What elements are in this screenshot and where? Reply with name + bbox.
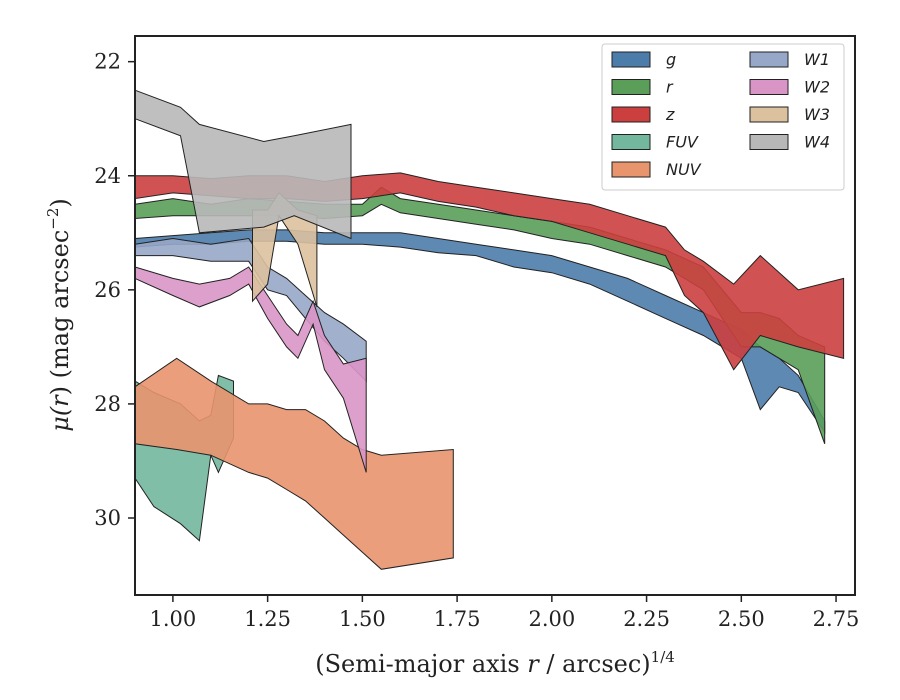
y-tick-label: 28	[94, 392, 121, 416]
band-w2	[134, 266, 367, 473]
y-tick-label: 26	[94, 278, 121, 302]
x-axis-label-post: / arcsec)	[539, 650, 651, 678]
legend-label-w3: W3	[804, 105, 830, 124]
legend-label-w1: W1	[804, 50, 830, 69]
legend-label-w2: W2	[804, 78, 830, 97]
y-axis-ticks: 22 24 26 28 30	[94, 50, 135, 530]
x-tick-label: 2.75	[813, 607, 860, 631]
x-tick-label: 2.25	[623, 607, 670, 631]
x-tick-label: 1.25	[244, 607, 291, 631]
legend-label-nuv: NUV	[666, 160, 702, 179]
y-axis-label: μ(r) (mag arcsec−2)	[44, 198, 74, 432]
legend-swatch-g	[611, 51, 651, 68]
legend-swatch-nuv	[611, 161, 651, 178]
legend-label-r: r	[666, 78, 674, 97]
legend-swatch-fuv	[611, 134, 651, 150]
legend-swatch-r	[611, 79, 651, 95]
x-tick-label: 1.75	[434, 607, 481, 631]
legend: grz FUV NUV W1 W2 W3 W4	[601, 43, 845, 191]
legend-label-w4: W4	[804, 133, 830, 152]
x-tick-label: 1.00	[150, 607, 197, 631]
band-nuv	[134, 357, 454, 570]
y-axis-label-mu: μ(	[46, 406, 74, 432]
legend-swatch-w1	[749, 51, 789, 68]
y-tick-label: 24	[94, 164, 121, 188]
legend-swatch-w4	[749, 134, 789, 150]
legend-label-z: z	[665, 105, 675, 124]
x-axis-label-var: r	[527, 650, 540, 678]
x-axis-ticks: 1.00 1.25 1.50 1.75 2.00 2.25 2.50 2.75	[150, 595, 860, 631]
series-bands	[134, 89, 845, 570]
x-tick-label: 2.50	[718, 607, 765, 631]
legend-swatch-w2	[749, 79, 789, 95]
x-axis-label-sup: 1/4	[651, 648, 675, 666]
y-tick-label: 22	[94, 50, 121, 74]
y-axis-label-post: )	[46, 198, 74, 207]
band-w4	[134, 89, 352, 240]
x-tick-label: 1.50	[339, 607, 386, 631]
y-axis-label-mid: ) (mag arcsec	[46, 230, 74, 396]
legend-swatch-z	[611, 106, 651, 123]
plot-frame	[134, 35, 856, 596]
legend-swatch-w3	[749, 106, 789, 123]
legend-label-fuv: FUV	[666, 133, 699, 152]
x-axis-label: (Semi-major axis r / arcsec)1/4	[315, 648, 675, 678]
y-axis-label-sup: −2	[44, 208, 62, 230]
y-tick-label: 30	[94, 506, 121, 530]
y-axis-label-var: r	[46, 394, 74, 407]
x-tick-label: 2.00	[528, 607, 575, 631]
legend-label-g: g	[666, 50, 676, 69]
x-axis-label-pre: (Semi-major axis	[315, 650, 527, 678]
